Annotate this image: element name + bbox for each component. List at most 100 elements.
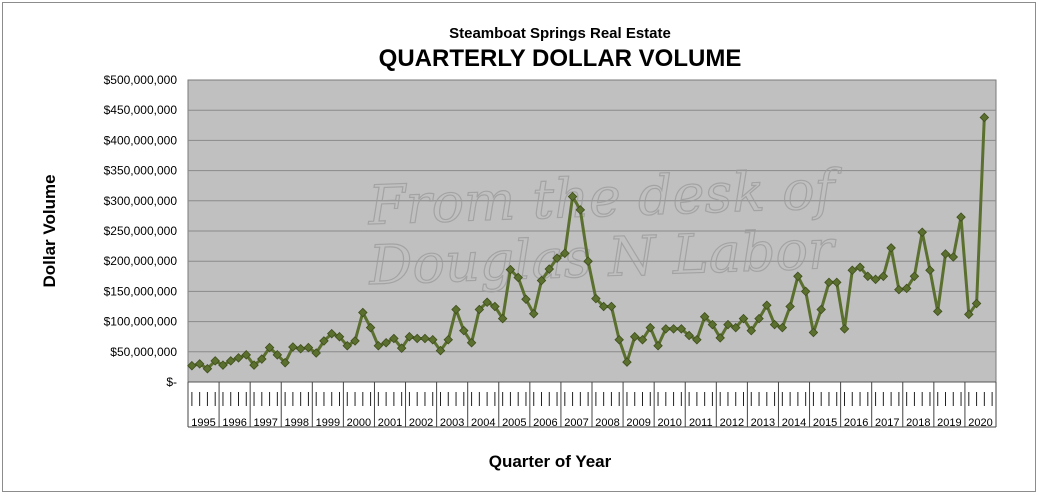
y-axis-title: Dollar Volume — [40, 174, 59, 287]
data-point — [979, 112, 990, 123]
data-point — [909, 271, 920, 282]
y-axis-ticks: $- $50,000,000 $100,000,000 $150,000,000 $20… — [104, 73, 178, 389]
data-point — [824, 277, 834, 288]
data-point — [730, 322, 741, 333]
data-point — [490, 301, 500, 312]
x-tick-label: 1999 — [316, 417, 340, 429]
data-point — [303, 342, 314, 353]
chart-title: QUARTERLY DOLLAR VOLUME — [379, 45, 742, 72]
y-tick-label: $200,000,000 — [104, 254, 178, 268]
x-tick-label: 2003 — [440, 417, 464, 429]
data-point — [420, 333, 430, 344]
watermark: From the desk of Douglas N Labor — [366, 157, 845, 298]
data-point — [614, 334, 624, 345]
data-point — [249, 360, 259, 370]
x-tick-label: 2016 — [844, 417, 868, 429]
data-point — [894, 284, 904, 295]
data-point — [598, 301, 609, 312]
x-tick-label: 2011 — [689, 417, 713, 429]
data-point — [606, 301, 617, 312]
data-point — [917, 227, 927, 237]
data-point — [622, 357, 632, 367]
data-point — [295, 344, 306, 354]
x-tick-label: 2008 — [595, 417, 619, 429]
data-point — [365, 322, 376, 333]
data-point — [762, 300, 772, 311]
data-point — [925, 265, 935, 276]
data-point — [497, 313, 508, 324]
data-point — [637, 334, 648, 345]
x-tick-label: 2010 — [657, 417, 681, 429]
y-tick-label: $300,000,000 — [104, 194, 178, 208]
x-tick-label: 2007 — [564, 417, 588, 429]
data-point — [427, 334, 438, 345]
data-point — [552, 253, 562, 263]
x-tick-label: 2001 — [378, 417, 402, 429]
data-point — [793, 271, 803, 282]
data-point — [536, 275, 547, 286]
data-point — [381, 337, 391, 348]
x-tick-label: 2018 — [906, 417, 930, 429]
x-tick-label: 2015 — [813, 417, 837, 429]
data-point — [319, 336, 329, 346]
x-tick-label: 1995 — [191, 417, 215, 429]
data-point — [466, 337, 477, 348]
y-tick-label: $100,000,000 — [104, 315, 178, 329]
data-point — [187, 360, 197, 371]
data-point — [560, 248, 570, 259]
data-point — [412, 333, 422, 344]
data-point — [831, 277, 842, 288]
x-axis-title: Quarter of Year — [489, 452, 612, 471]
data-point — [723, 319, 733, 330]
data-point — [396, 343, 407, 353]
data-point — [288, 342, 298, 352]
x-tick-label: 2012 — [720, 417, 744, 429]
data-point — [629, 331, 640, 342]
data-point — [591, 293, 601, 304]
x-tick-label: 2002 — [409, 417, 433, 429]
y-tick-label: $- — [166, 375, 177, 389]
data-point — [746, 325, 757, 336]
data-point — [482, 297, 492, 308]
data-point — [358, 307, 368, 318]
y-tick-label: $450,000,000 — [104, 103, 178, 117]
data-point — [326, 328, 337, 339]
x-tick-label: 1996 — [222, 417, 246, 429]
data-point — [459, 325, 469, 336]
x-tick-label: 2020 — [968, 417, 992, 429]
data-point — [699, 312, 710, 322]
data-point — [777, 322, 788, 333]
data-point — [684, 330, 694, 341]
data-point — [528, 308, 539, 319]
data-point — [870, 274, 881, 285]
data-point — [956, 212, 966, 222]
data-point — [225, 356, 236, 366]
data-point — [785, 301, 795, 312]
y-tick-label: $150,000,000 — [104, 284, 178, 298]
data-point — [948, 252, 959, 262]
data-point — [653, 340, 663, 351]
data-point — [668, 324, 679, 334]
data-point — [940, 249, 951, 259]
data-point — [808, 327, 819, 338]
data-point — [280, 357, 290, 368]
data-point — [886, 243, 896, 253]
x-tick-label: 2000 — [347, 417, 371, 429]
y-tick-label: $350,000,000 — [104, 164, 178, 178]
data-point — [754, 313, 764, 324]
data-point — [350, 336, 360, 346]
data-point — [194, 359, 205, 369]
data-point — [233, 353, 244, 363]
x-tick-label: 1997 — [253, 417, 277, 429]
data-point — [334, 331, 345, 342]
x-tick-label: 1998 — [285, 417, 309, 429]
x-tick-label: 2004 — [471, 417, 495, 429]
data-point — [404, 331, 415, 342]
data-point — [513, 272, 523, 283]
data-point — [839, 324, 850, 334]
x-tick-label: 2009 — [626, 417, 650, 429]
data-point — [971, 298, 982, 309]
data-point — [707, 319, 718, 330]
data-point — [389, 333, 399, 344]
